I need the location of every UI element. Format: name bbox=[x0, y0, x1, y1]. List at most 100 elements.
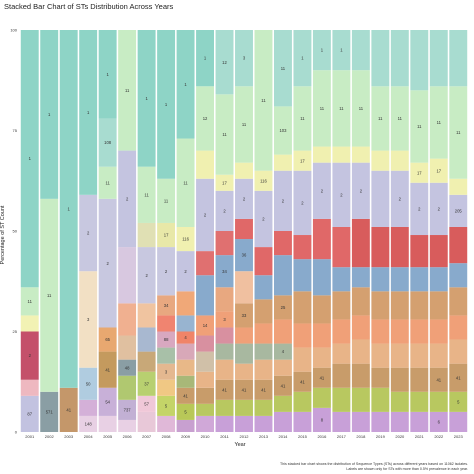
segment-label: 1 bbox=[301, 56, 304, 61]
bar-segment bbox=[215, 399, 234, 416]
bar-segment bbox=[40, 391, 59, 432]
bar-segment bbox=[371, 170, 390, 227]
segment-label: 11 bbox=[398, 116, 403, 121]
bar-segment bbox=[293, 30, 312, 87]
bar-segment bbox=[371, 150, 390, 171]
segment-label: 2 bbox=[301, 200, 304, 205]
bar-segment bbox=[274, 295, 292, 320]
bar-segment bbox=[215, 231, 234, 256]
bar-segment bbox=[118, 399, 137, 420]
segment-label: 87 bbox=[27, 412, 32, 417]
segment-label: 2 bbox=[340, 192, 343, 197]
bar-segment bbox=[351, 267, 370, 288]
bar-segment bbox=[157, 331, 176, 348]
segment-label: 11 bbox=[261, 98, 266, 103]
bar-segment bbox=[59, 387, 78, 432]
segment-label: 37 bbox=[144, 381, 149, 386]
segment-label: 11 bbox=[105, 180, 110, 185]
bar-segment bbox=[98, 30, 117, 119]
segment-label: 4 bbox=[184, 335, 187, 340]
segment-label: 1 bbox=[29, 156, 32, 161]
bar-segment bbox=[118, 30, 137, 151]
bar-stacks: 8721115711114111485032154416521110817374… bbox=[20, 30, 468, 432]
bar-segment bbox=[235, 271, 253, 304]
bar-segment bbox=[196, 403, 214, 416]
bar-segment bbox=[274, 154, 292, 171]
bar-segment bbox=[137, 166, 156, 223]
bar-segment bbox=[196, 371, 214, 388]
segment-label: 41 bbox=[300, 379, 305, 384]
segment-label: 88 bbox=[164, 337, 169, 342]
segment-label: 2 bbox=[321, 188, 324, 193]
segment-label: 11 bbox=[456, 130, 461, 135]
segment-label: 41 bbox=[105, 367, 110, 372]
y-tick-label: 100 bbox=[10, 28, 17, 33]
bar-segment bbox=[429, 291, 448, 320]
bar-segment bbox=[449, 226, 468, 264]
segment-label: 2 bbox=[360, 188, 363, 193]
bar-segment bbox=[254, 343, 273, 360]
bar-stack-2006: 737 48 2 11 bbox=[118, 30, 137, 432]
bar-segment bbox=[235, 30, 253, 87]
bar-segment bbox=[410, 235, 429, 268]
bar-segment bbox=[235, 415, 253, 432]
segment-label: 8 bbox=[321, 418, 324, 423]
y-tick-label: 50 bbox=[13, 229, 18, 234]
bar-segment bbox=[449, 315, 468, 340]
bar-stack-2014: 41 4 25 2 103 11 bbox=[274, 30, 292, 432]
bar-segment bbox=[235, 86, 253, 163]
segment-label: 2 bbox=[165, 269, 168, 274]
bar-segment bbox=[157, 222, 176, 248]
bar-segment bbox=[312, 146, 331, 163]
bar-segment bbox=[449, 30, 468, 87]
bar-segment bbox=[312, 30, 331, 71]
segment-label: 2 bbox=[282, 198, 285, 203]
bar-segment bbox=[137, 303, 156, 328]
x-tick-label: 2023 bbox=[454, 434, 464, 439]
bar-segment bbox=[196, 415, 214, 432]
bar-segment bbox=[332, 363, 351, 388]
segment-label: 2 bbox=[399, 196, 402, 201]
segment-label: 11 bbox=[242, 122, 247, 127]
segment-label: 1 bbox=[145, 96, 148, 101]
bar-segment bbox=[215, 379, 234, 400]
bar-segment bbox=[235, 379, 253, 400]
segment-label: 36 bbox=[242, 253, 247, 258]
bar-segment bbox=[332, 226, 351, 268]
x-tick-label: 2007 bbox=[142, 434, 152, 439]
segment-label: 205 bbox=[455, 209, 463, 214]
bar-segment bbox=[390, 150, 409, 171]
bar-segment bbox=[137, 30, 156, 167]
segment-label: 11 bbox=[164, 198, 169, 203]
segment-label: 3 bbox=[165, 369, 168, 374]
bar-segment bbox=[312, 407, 331, 432]
segment-label: 11 bbox=[339, 106, 344, 111]
bar-segment bbox=[274, 30, 292, 107]
segment-label: 2 bbox=[29, 353, 32, 358]
bar-segment bbox=[293, 371, 312, 392]
segment-label: 1 bbox=[106, 72, 109, 77]
bar-segment bbox=[351, 339, 370, 364]
segment-label: 1 bbox=[165, 102, 168, 107]
segment-label: 103 bbox=[279, 128, 287, 133]
bar-segment bbox=[351, 363, 370, 388]
bar-segment bbox=[449, 411, 468, 432]
segment-label: 2 bbox=[106, 261, 109, 266]
x-tick-label: 2021 bbox=[415, 434, 425, 439]
x-tick-label: 2010 bbox=[201, 434, 211, 439]
bar-segment bbox=[176, 291, 195, 316]
segment-label: 57 bbox=[144, 401, 149, 406]
bar-segment bbox=[157, 395, 176, 416]
bar-segment bbox=[274, 411, 292, 432]
bar-segment bbox=[118, 335, 137, 360]
bar-segment bbox=[332, 146, 351, 163]
bar-segment bbox=[410, 182, 429, 236]
bar-segment bbox=[332, 162, 351, 227]
segment-label: 11 bbox=[28, 299, 33, 304]
bar-segment bbox=[79, 399, 98, 416]
segment-label: 108 bbox=[104, 140, 112, 145]
x-tick-label: 2017 bbox=[337, 434, 347, 439]
bar-segment bbox=[98, 351, 117, 388]
